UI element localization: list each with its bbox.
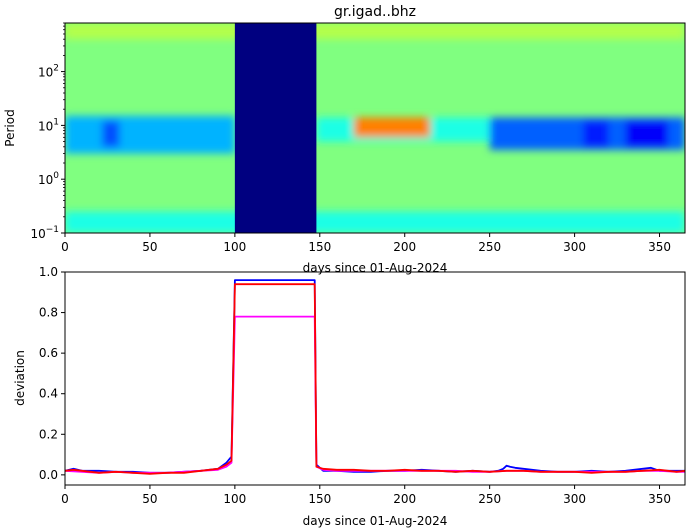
heatmap-band (583, 121, 609, 147)
plot1-y-label: Period (3, 109, 17, 146)
series-line-3 (65, 283, 685, 475)
plot1-x-label: days since 01-Aug-2024 (303, 261, 448, 275)
x-tick-label: 300 (563, 492, 586, 506)
heatmap-band (353, 117, 431, 138)
y-tick-label: 0.6 (39, 346, 58, 360)
plot2-x-label: days since 01-Aug-2024 (303, 514, 448, 528)
x-tick-label: 100 (223, 492, 246, 506)
y-tick-label: 0.0 (39, 468, 58, 482)
plot2-y-label: deviation (13, 350, 27, 406)
y-tick-label: 100 (38, 171, 59, 187)
x-tick-label: 150 (308, 240, 331, 254)
x-tick-label: 200 (393, 240, 416, 254)
plot2-y-axis: 0.0 0.2 0.4 0.6 0.8 1.0 (39, 265, 65, 482)
data-gap-block (234, 23, 317, 233)
heatmap-band (625, 121, 669, 147)
deviation-panel: 0 50 100 150 200 250 300 350 0.0 0.2 0.4 0.6 0.8 1.0… (13, 265, 686, 528)
y-tick-label: 0.4 (39, 387, 58, 401)
x-tick-label: 300 (563, 240, 586, 254)
x-tick-label: 50 (142, 240, 157, 254)
x-tick-label: 100 (223, 240, 246, 254)
x-tick-label: 0 (61, 240, 69, 254)
x-tick-label: 200 (393, 492, 416, 506)
plot2-x-axis: 0 50 100 150 200 250 300 350 (61, 485, 671, 506)
y-tick-label: 10−1 (30, 225, 59, 241)
y-tick-label: 0.2 (39, 427, 58, 441)
series-line-2 (65, 315, 685, 474)
x-tick-label: 350 (648, 240, 671, 254)
y-tick-label: 1.0 (39, 265, 58, 279)
chart-title: gr.igad..bhz (334, 4, 416, 20)
x-tick-label: 50 (142, 492, 157, 506)
plot2-frame (64, 271, 686, 486)
heatmap-band (102, 121, 120, 147)
y-tick-label: 0.8 (39, 306, 58, 320)
heatmap-band (65, 211, 685, 233)
plot1-x-axis: 0 50 100 150 200 250 300 350 (61, 233, 671, 254)
deviation-lines (65, 279, 685, 475)
heatmap-bands (65, 23, 685, 233)
plot1-y-axis: 10−1 100 101 102 (30, 22, 65, 241)
heatmap-band (65, 23, 685, 40)
heatmap-image (65, 23, 685, 233)
x-tick-label: 350 (648, 492, 671, 506)
y-tick-label: 102 (38, 64, 59, 80)
x-tick-label: 0 (61, 492, 69, 506)
x-tick-label: 250 (478, 492, 501, 506)
x-tick-label: 150 (308, 492, 331, 506)
spectrogram-panel: 0 50 100 150 200 250 300 350 10−1 100 101 102 days… (3, 22, 686, 275)
series-line-1 (65, 279, 685, 474)
x-tick-label: 250 (478, 240, 501, 254)
y-tick-label: 101 (38, 117, 59, 133)
heatmap-band (65, 115, 235, 154)
